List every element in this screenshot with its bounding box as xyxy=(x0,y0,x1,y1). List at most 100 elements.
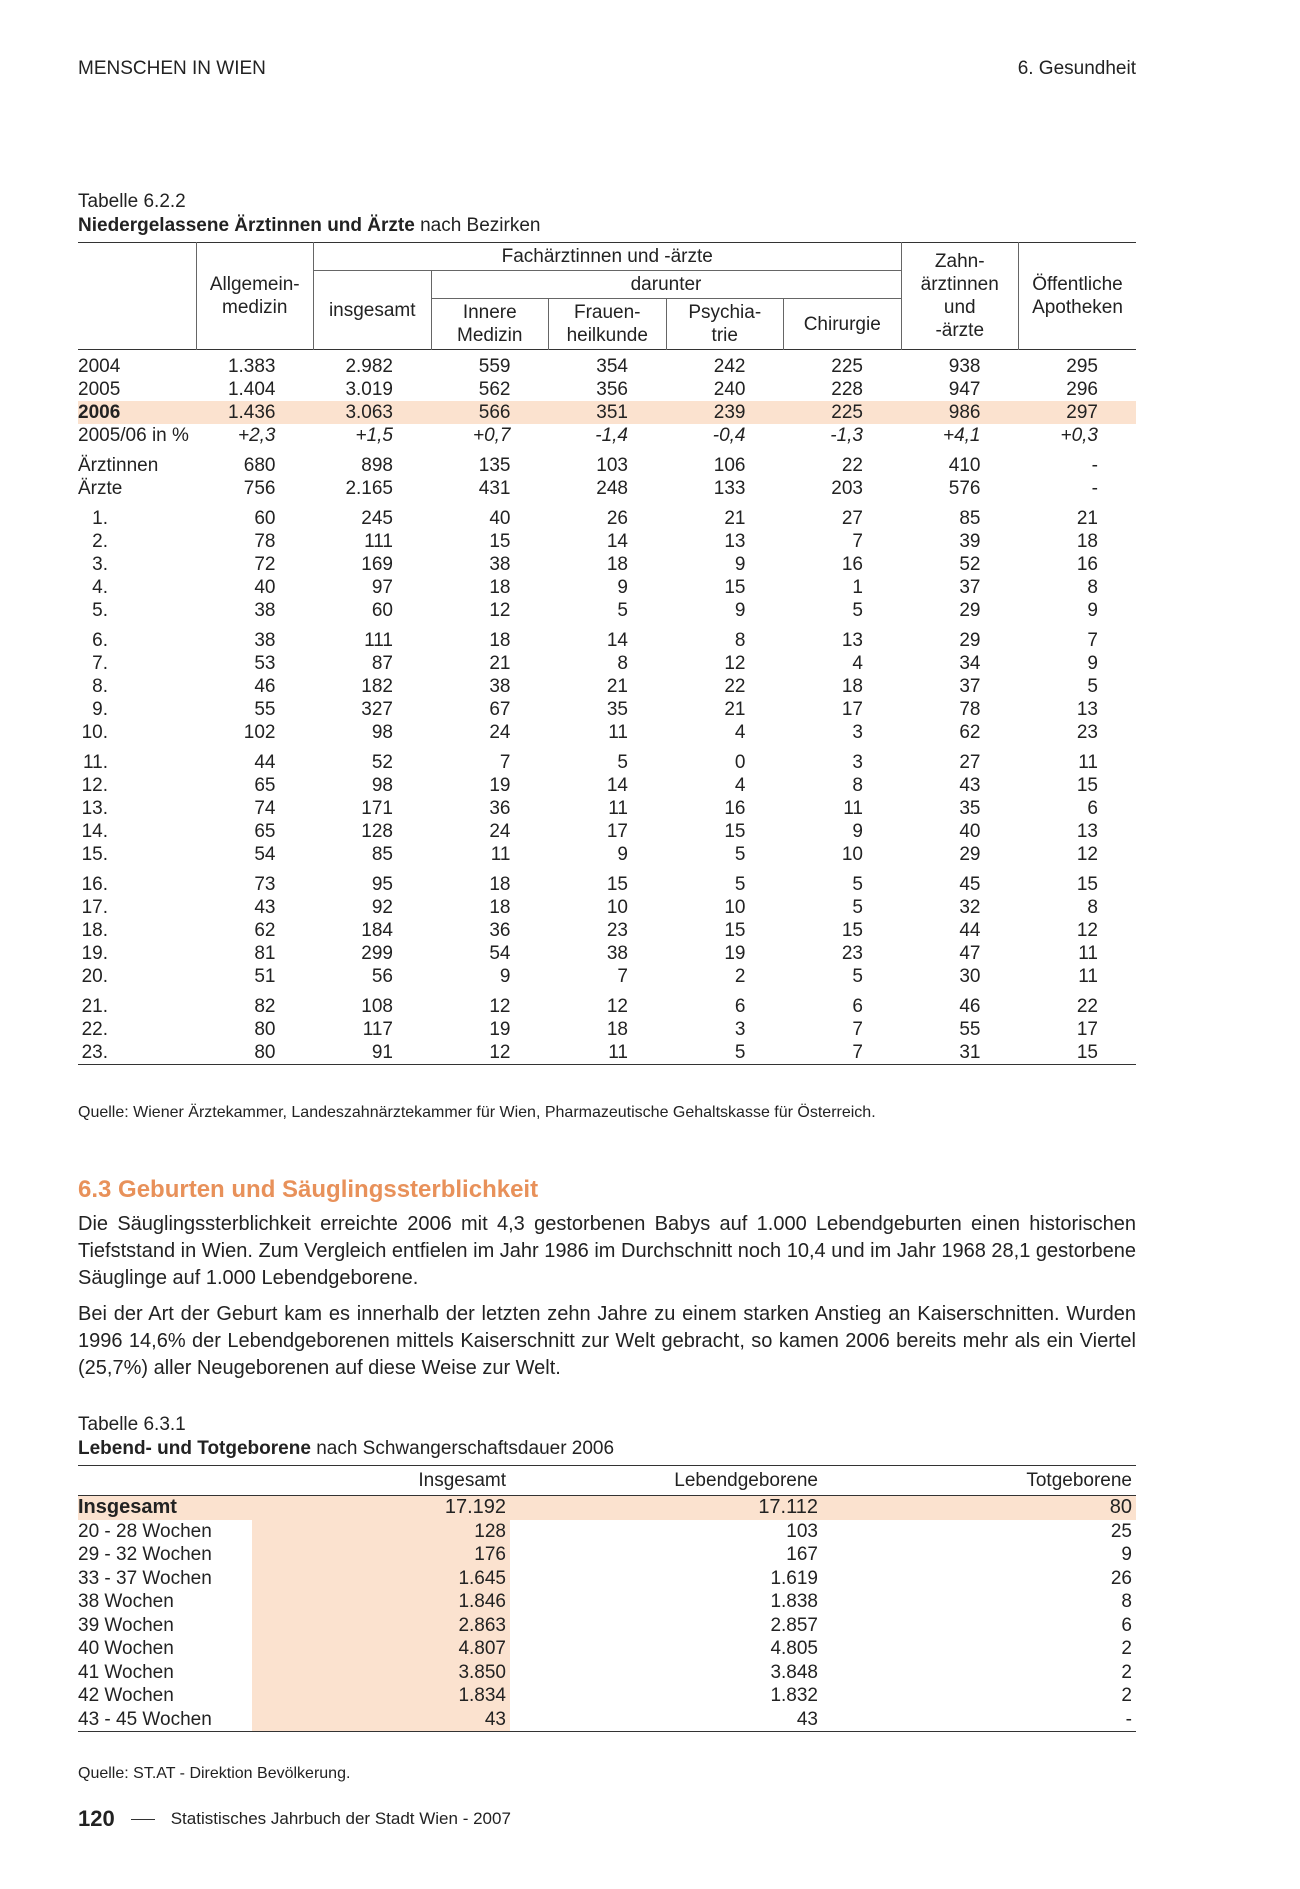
cell: 1 xyxy=(852,577,863,598)
row-label: 14. xyxy=(78,820,196,843)
district-number: 17. xyxy=(81,897,108,918)
cell: 2.165 xyxy=(345,478,393,499)
cell: 1.832 xyxy=(770,1685,818,1706)
cell: 26 xyxy=(1110,1567,1132,1589)
header-cell xyxy=(78,242,197,350)
cell: 13 xyxy=(1076,821,1098,842)
cell: 2.857 xyxy=(770,1614,818,1636)
table: Allgemein-medizin Fachärztinnen und -ärz… xyxy=(78,242,1136,1065)
cell: 11 xyxy=(1078,966,1098,987)
cell: 1.846 xyxy=(252,1590,510,1614)
table-row: 2005/06 in % +2,3 +1,5 +0,7 -1,4 -0,4 -1,3 +4,1… xyxy=(78,424,1136,447)
cell: 7 xyxy=(1087,630,1098,651)
table-row: 7. 53 87 21 8 12 4 34 9 xyxy=(78,652,1136,675)
cell: 8 xyxy=(852,775,863,796)
cell: 108 xyxy=(361,996,393,1017)
row-label: 40 Wochen xyxy=(78,1638,174,1659)
cell: +4,1 xyxy=(942,425,981,446)
cell: 18 xyxy=(489,630,511,651)
cell: 10 xyxy=(841,844,863,865)
row-label: 21. xyxy=(78,988,196,1018)
table-label: Tabelle 6.3.1 xyxy=(78,1414,186,1435)
header-line: -ärzte xyxy=(935,320,985,341)
cell: 21 xyxy=(724,508,746,529)
table-row: 6. 38 111 18 14 8 13 29 7 xyxy=(78,622,1136,652)
table-row: 42 Wochen 1.834 1.832 2 xyxy=(78,1684,1136,1708)
cell: - xyxy=(1091,455,1098,476)
district-number: 12. xyxy=(81,775,108,796)
page-number: 120 xyxy=(78,1806,115,1831)
district-number: 14. xyxy=(81,821,108,842)
cell: 31 xyxy=(959,1042,981,1063)
cell: 14 xyxy=(606,630,628,651)
cell: 176 xyxy=(252,1543,510,1567)
cell: 128 xyxy=(252,1519,510,1543)
cell: 5 xyxy=(852,600,863,621)
cell: 78 xyxy=(254,531,276,552)
cell: 106 xyxy=(713,455,746,476)
row-label: 2006 xyxy=(78,402,121,423)
cell: 327 xyxy=(361,699,393,720)
cell: 15 xyxy=(724,577,746,598)
cell: 65 xyxy=(254,775,276,796)
cell: 4 xyxy=(734,775,746,796)
row-label: 23. xyxy=(78,1041,196,1065)
cell: -0,4 xyxy=(712,425,746,446)
cell: 6 xyxy=(1087,798,1098,819)
district-number: 7. xyxy=(92,653,108,674)
district-number: 19. xyxy=(81,943,108,964)
header-line: ärztinnen xyxy=(920,274,999,295)
header-cell: Öffentliche Apotheken xyxy=(1019,243,1137,350)
header-cell: darunter xyxy=(431,270,902,299)
cell: 15 xyxy=(724,920,746,941)
section: 6.3 Geburten und Säuglingssterblichkeit … xyxy=(78,1175,1136,1391)
table-row: 2004 1.383 2.982 559 354 242 225 938 295 xyxy=(78,350,1136,379)
row-label: 20 - 28 Wochen xyxy=(78,1520,212,1542)
cell: 431 xyxy=(478,478,511,499)
table-block: Tabelle 6.2.2 Niedergelassene Ärztinnen … xyxy=(78,190,1136,1065)
cell: 566 xyxy=(478,402,511,423)
table-body: Insgesamt 17.192 17.112 80 20 - 28 Wochen 128… xyxy=(78,1495,1136,1732)
table-row: 10. 102 98 24 11 4 3 62 23 xyxy=(78,721,1136,744)
cell: 38 xyxy=(254,600,276,621)
district-number: 22. xyxy=(81,1019,108,1040)
cell: 4.807 xyxy=(252,1637,510,1661)
cell: 29 xyxy=(959,844,981,865)
cell: 6 xyxy=(1121,1614,1132,1636)
cell: 1.619 xyxy=(770,1567,818,1589)
cell: 55 xyxy=(254,699,276,720)
header-cell: insgesamt xyxy=(313,270,432,350)
cell: 9 xyxy=(1087,600,1098,621)
cell: 9 xyxy=(499,966,511,987)
row-label: 42 Wochen xyxy=(78,1685,174,1706)
cell: 0 xyxy=(734,752,746,773)
cell: 7 xyxy=(617,966,628,987)
cell: 22 xyxy=(724,676,746,697)
cell: 38 xyxy=(489,676,511,697)
header-line: Medizin xyxy=(457,325,523,346)
cell: 30 xyxy=(959,966,981,987)
cell: 3 xyxy=(852,722,863,743)
row-label: 3. xyxy=(78,553,196,576)
cell: 103 xyxy=(786,1520,818,1542)
cell: 4.805 xyxy=(770,1638,818,1659)
table-row: 16. 73 95 18 15 5 5 45 15 xyxy=(78,866,1136,896)
cell: 38 xyxy=(489,554,511,575)
cell: -1,4 xyxy=(595,425,628,446)
cell: 11 xyxy=(1078,752,1098,773)
cell: 27 xyxy=(841,508,863,529)
cell: 21 xyxy=(606,676,628,697)
table-row: 13. 74 171 36 11 16 11 35 6 xyxy=(78,797,1136,820)
header-line: trie xyxy=(711,325,738,346)
header-line: heilkunde xyxy=(566,325,648,346)
cell: 297 xyxy=(1066,402,1098,423)
district-number: 11. xyxy=(82,752,108,773)
cell: 8 xyxy=(617,653,628,674)
running-header-right: 6. Gesundheit xyxy=(1017,58,1136,79)
cell: 36 xyxy=(489,920,511,941)
district-number: 16. xyxy=(81,874,108,895)
cell: 29 xyxy=(959,600,981,621)
cell: 97 xyxy=(371,577,393,598)
cell: 62 xyxy=(959,722,981,743)
cell: 40 xyxy=(254,577,276,598)
